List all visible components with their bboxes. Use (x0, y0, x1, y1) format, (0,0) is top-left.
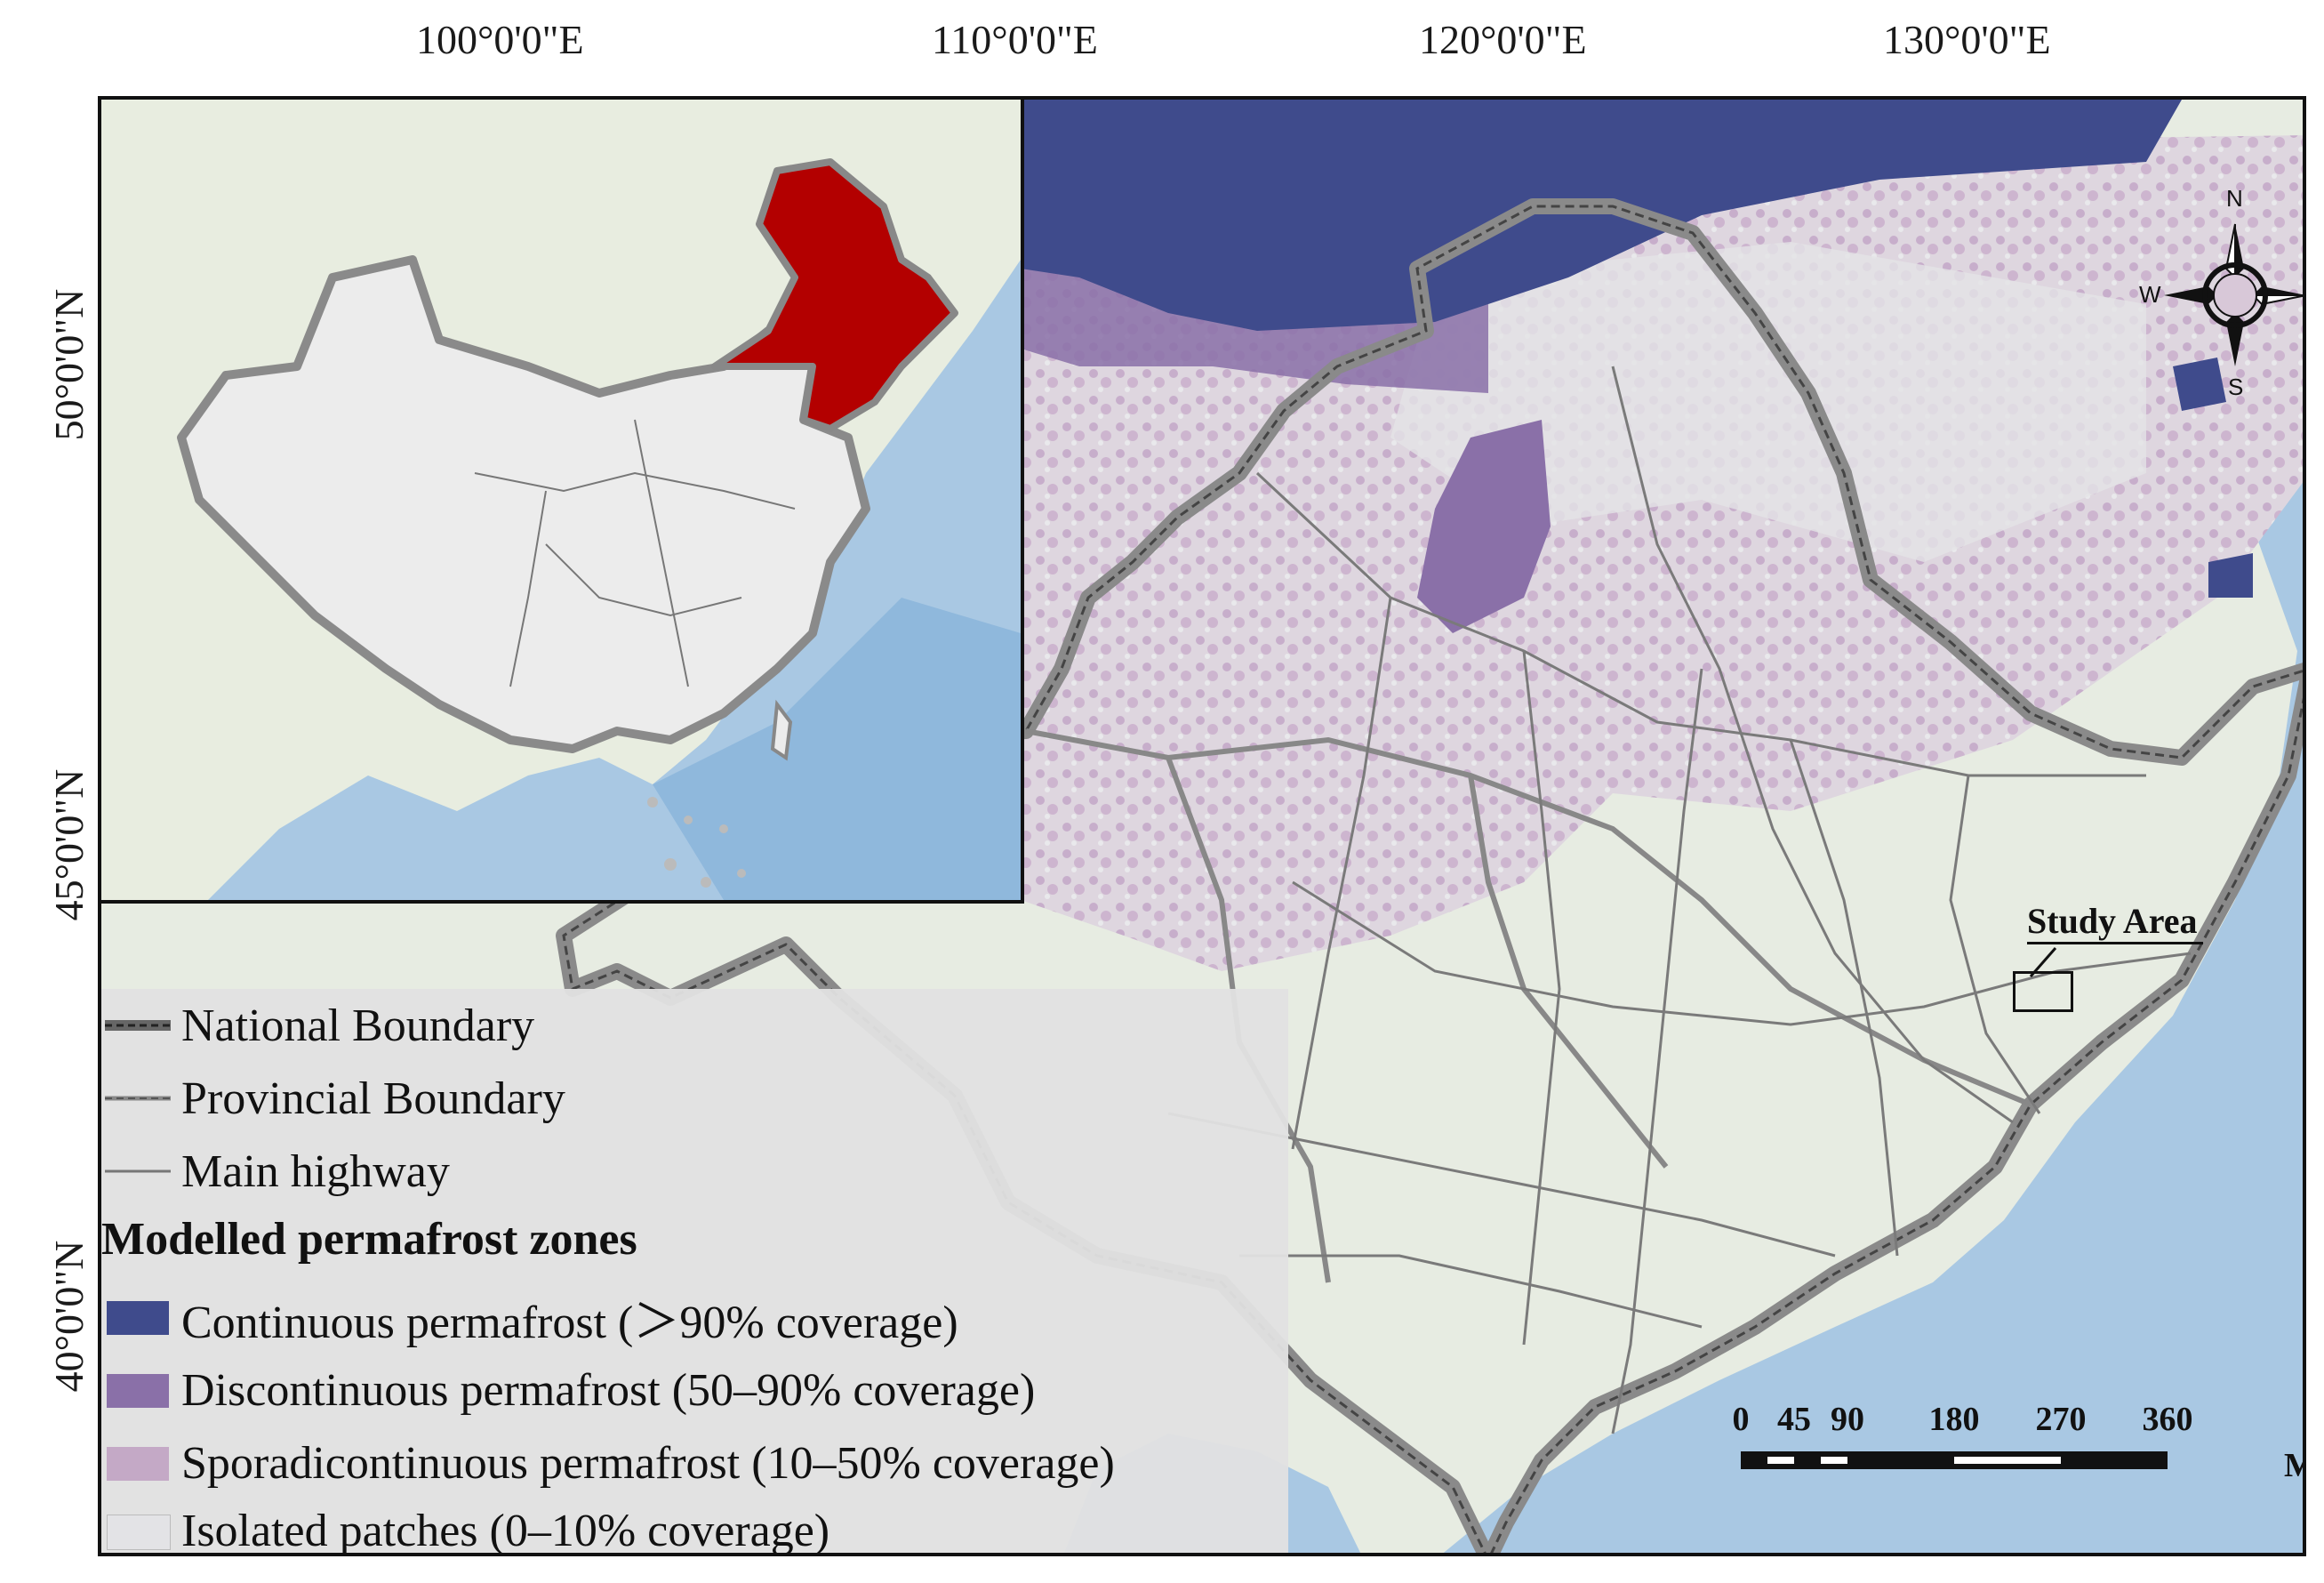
continuous-permafrost-zone (1021, 100, 2182, 331)
longitude-label-100e: 100°0'0"E (416, 17, 584, 62)
compass-n: N (2226, 185, 2243, 212)
continuous-permafrost-patch (2208, 553, 2253, 598)
scale-bar: 0 45 90 180 270 360 Miles (1728, 1400, 2304, 1498)
sporadic-swatch (107, 1447, 169, 1481)
scale-tick-label: 90 (1831, 1401, 1864, 1438)
provincial-boundary (1025, 728, 2032, 1107)
legend-label: Discontinuous permafrost (50–90% coverag… (181, 1364, 1036, 1416)
inset-sea (653, 598, 1021, 900)
isolated-patches-zone (1390, 242, 2146, 562)
inset-map-canvas (101, 100, 1021, 900)
scale-tick-label: 45 (1777, 1401, 1811, 1438)
legend-label: Main highway (181, 1145, 450, 1197)
legend-label: Provincial Boundary (181, 1073, 565, 1124)
provincial-boundary-symbol (101, 1079, 174, 1118)
legend-label: Sporadicontinuous permafrost (10–50% cov… (181, 1437, 1115, 1489)
map-legend: National Boundary Provincial Boundary Ma… (101, 989, 1288, 1556)
inset-study-region (711, 158, 958, 432)
study-area-box (2013, 971, 2073, 1012)
scale-unit: Miles (2284, 1446, 2303, 1485)
discontinuous-swatch (107, 1374, 169, 1408)
compass-w: W (2139, 281, 2161, 308)
national-boundary-inner (562, 205, 2303, 1553)
latitude-label-45n: 45°0'0"N (46, 768, 92, 921)
study-area-label: Study Area (2027, 900, 2203, 944)
scale-tick-label: 270 (2035, 1401, 2087, 1438)
legend-label: Isolated patches (0–10% coverage) (181, 1505, 830, 1556)
legend-item-national-boundary: National Boundary (101, 998, 534, 1053)
latitude-label-50n: 50°0'0"N (46, 288, 92, 441)
compass-s: S (2228, 374, 2244, 400)
legend-item-discontinuous: Discontinuous permafrost (50–90% coverag… (101, 1362, 1035, 1418)
legend-item-continuous: Continuous permafrost (＞90% coverage) (101, 1290, 958, 1348)
longitude-label-120e: 120°0'0"E (1419, 17, 1587, 62)
inset-china-boundary (177, 255, 870, 753)
legend-label: National Boundary (181, 1000, 535, 1051)
legend-label: Continuous permafrost (＞90% coverage) (181, 1297, 958, 1348)
scale-tick-label: 0 (1732, 1401, 1750, 1438)
latitude-label-40n: 40°0'0"N (46, 1240, 92, 1393)
legend-item-sporadic: Sporadicontinuous permafrost (10–50% cov… (101, 1435, 1115, 1491)
longitude-label-110e: 110°0'0"E (932, 17, 1098, 62)
legend-item-isolated: Isolated patches (0–10% coverage) (101, 1503, 830, 1556)
scale-tick-label: 360 (2142, 1401, 2193, 1438)
scale-tick-label: 180 (1928, 1401, 1980, 1438)
north-arrow-icon: N S E W (2139, 144, 2303, 400)
inset-china-map (101, 100, 1024, 904)
continuous-permafrost-patch (2173, 358, 2226, 411)
main-map: National Boundary Provincial Boundary Ma… (98, 96, 2306, 1556)
highway-symbol (101, 1152, 174, 1191)
legend-item-provincial-boundary: Provincial Boundary (101, 1071, 565, 1126)
national-boundary-symbol (101, 1006, 174, 1045)
continuous-swatch (107, 1301, 169, 1335)
legend-item-main-highway: Main highway (101, 1144, 450, 1199)
discontinuous-permafrost-patch (1417, 420, 1551, 633)
longitude-label-130e: 130°0'0"E (1883, 17, 2051, 62)
legend-title: Modelled permafrost zones (101, 1214, 637, 1265)
isolated-swatch (107, 1515, 171, 1550)
